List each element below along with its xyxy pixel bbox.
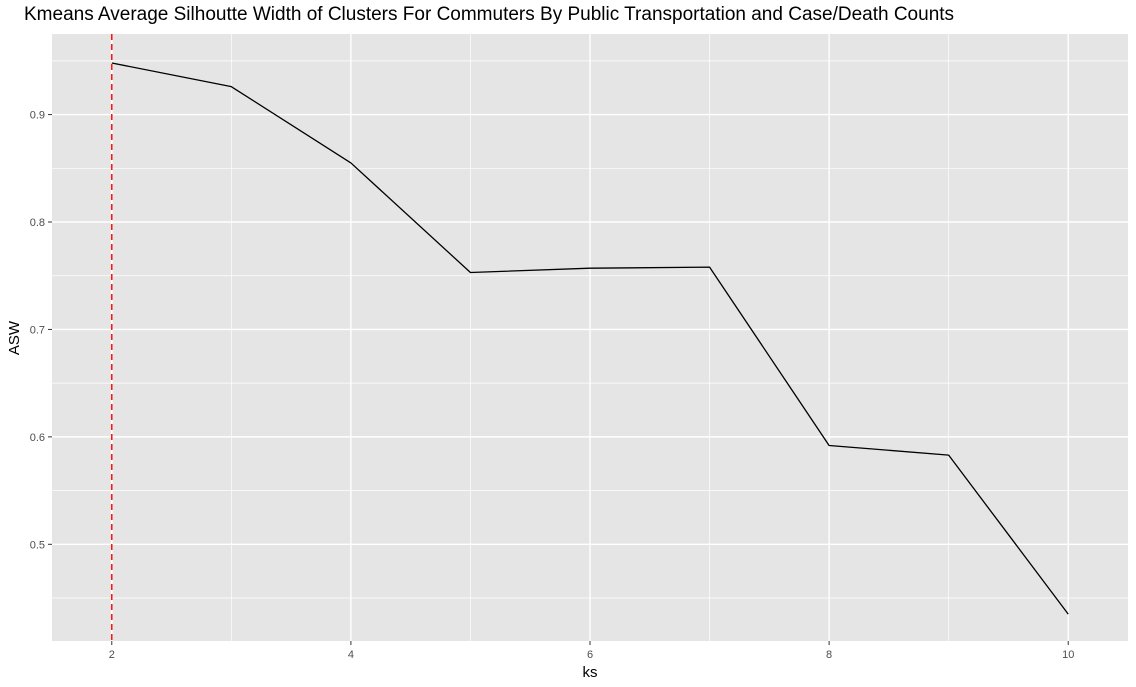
- axis-ticks: [48, 114, 1069, 645]
- y-tick-label: 0.5: [30, 539, 45, 551]
- x-tick-label: 8: [826, 649, 832, 661]
- x-axis-title: ks: [583, 664, 598, 681]
- y-tick-label: 0.8: [30, 217, 45, 229]
- x-tick-label: 6: [587, 649, 593, 661]
- y-tick-label: 0.7: [30, 324, 45, 336]
- y-tick-label: 0.9: [30, 110, 45, 122]
- major-gridlines: [52, 34, 1128, 641]
- tick-labels: 2 4 6 8 10 0.5 0.6 0.7 0.8 0.9: [30, 110, 1075, 661]
- x-tick-label: 10: [1062, 649, 1074, 661]
- y-axis-title: ASW: [6, 320, 23, 355]
- x-tick-label: 4: [348, 649, 354, 661]
- series-layer: [111, 62, 1069, 615]
- x-tick-label: 2: [109, 649, 115, 661]
- y-tick-label: 0.6: [30, 432, 45, 444]
- series-line: [111, 62, 1069, 615]
- chart-title: Kmeans Average Silhoutte Width of Cluste…: [24, 4, 955, 25]
